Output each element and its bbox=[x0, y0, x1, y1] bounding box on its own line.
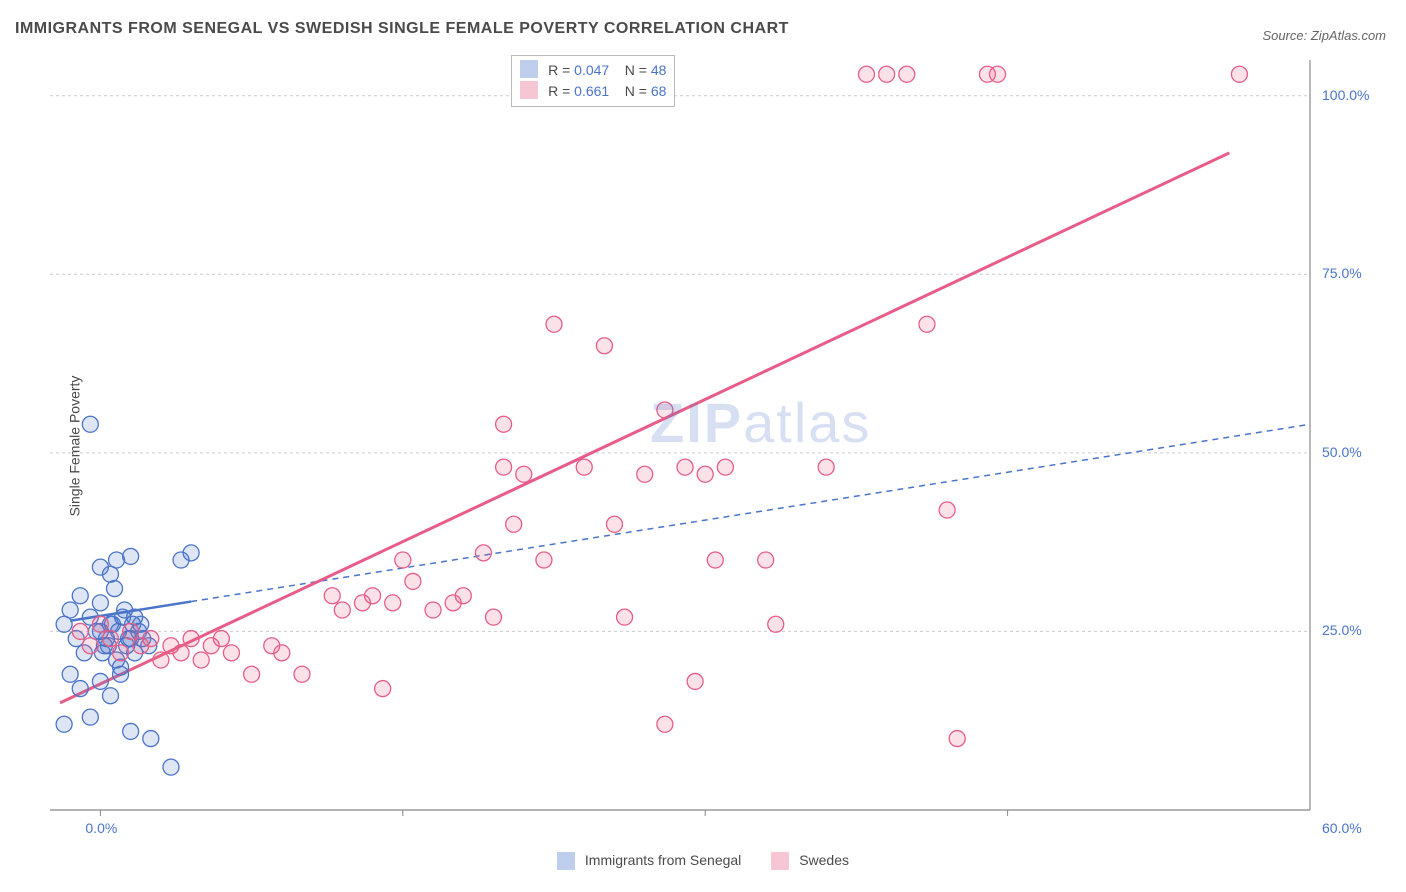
source-credit: Source: ZipAtlas.com bbox=[1262, 28, 1386, 43]
x-tick-label: 0.0% bbox=[85, 820, 117, 836]
legend-swatch-icon bbox=[557, 852, 575, 870]
y-tick-label: 50.0% bbox=[1322, 444, 1362, 460]
x-tick-label: 60.0% bbox=[1322, 820, 1362, 836]
chart-title: IMMIGRANTS FROM SENEGAL VS SWEDISH SINGL… bbox=[15, 20, 789, 38]
legend-swatch-icon bbox=[771, 852, 789, 870]
bottom-legend-item: Swedes bbox=[771, 852, 849, 870]
legend-n-prefix: N = bbox=[625, 62, 651, 78]
legend-swatch-icon bbox=[520, 81, 538, 99]
bottom-legend-label: Swedes bbox=[799, 852, 849, 868]
bottom-legend-item: Immigrants from Senegal bbox=[557, 852, 741, 870]
bottom-legend-label: Immigrants from Senegal bbox=[585, 852, 741, 868]
page-root: IMMIGRANTS FROM SENEGAL VS SWEDISH SINGL… bbox=[0, 0, 1406, 892]
bottom-legend: Immigrants from Senegal Swedes bbox=[557, 852, 849, 870]
legend-r-prefix: R = bbox=[548, 83, 574, 99]
legend-n-value: 68 bbox=[651, 83, 667, 99]
legend-n-value: 48 bbox=[651, 62, 667, 78]
scatter-plot-svg bbox=[45, 55, 1385, 845]
stats-legend-row: R = 0.047 N = 48 bbox=[520, 60, 666, 81]
plot-area bbox=[45, 55, 1385, 845]
legend-n-prefix: N = bbox=[625, 83, 651, 99]
stats-legend: R = 0.047 N = 48 R = 0.661 N = 68 bbox=[511, 55, 675, 107]
legend-r-prefix: R = bbox=[548, 62, 574, 78]
y-tick-label: 25.0% bbox=[1322, 622, 1362, 638]
legend-swatch-icon bbox=[520, 60, 538, 78]
y-tick-label: 75.0% bbox=[1322, 265, 1362, 281]
legend-r-value: 0.661 bbox=[574, 83, 609, 99]
legend-r-value: 0.047 bbox=[574, 62, 609, 78]
stats-legend-row: R = 0.661 N = 68 bbox=[520, 81, 666, 102]
y-tick-label: 100.0% bbox=[1322, 87, 1369, 103]
